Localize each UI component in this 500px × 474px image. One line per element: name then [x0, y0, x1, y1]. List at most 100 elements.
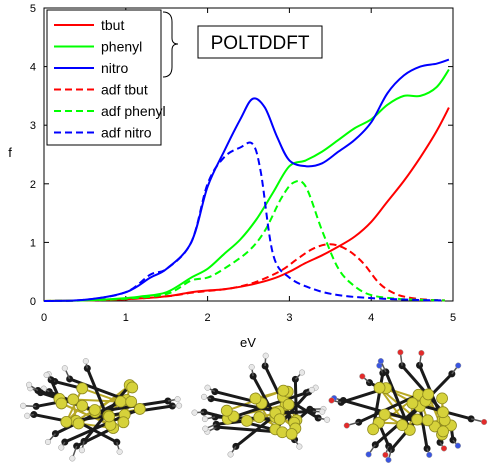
terminal-atom [426, 451, 433, 458]
terminal-atom [116, 448, 123, 455]
terminal-atom [296, 443, 303, 450]
terminal-atom [382, 451, 389, 458]
core-atom [437, 425, 449, 438]
annotation-box [197, 25, 323, 59]
terminal-atom [298, 369, 306, 376]
legend: tbut phenyl nitro adf tbut adf phenyl adf nit… [46, 9, 166, 146]
x-tick-label: 1 [123, 312, 129, 324]
series-line-adf-nitro [43, 141, 445, 302]
series-line-adf-phenyl [43, 179, 445, 302]
core-atom [76, 382, 89, 395]
core-atom [103, 410, 115, 423]
terminal-atom [343, 422, 350, 429]
legend-label: phenyl [101, 39, 142, 55]
series-line-adf-tbut [43, 243, 445, 302]
x-tick-label: 5 [450, 312, 456, 324]
core-atom [378, 408, 391, 421]
legend-label: nitro [101, 60, 128, 76]
terminal-atom [455, 362, 462, 369]
core-atom [133, 403, 146, 415]
ligand-bond [293, 379, 298, 421]
terminal-atom [204, 384, 211, 391]
ligand-bond [54, 400, 122, 435]
core-atom [406, 397, 419, 410]
series-lines [43, 58, 450, 302]
terminal-atom [58, 444, 65, 451]
core-atom [114, 395, 127, 408]
core-atom [285, 428, 298, 440]
terminal-atom [78, 447, 85, 454]
x-tick-label: 3 [286, 312, 292, 324]
legend-label: adf tbut [101, 82, 148, 98]
core-atom [125, 395, 138, 408]
core-atom [220, 404, 233, 417]
annotation-label: POLTDDFT [211, 33, 310, 54]
terminal-atom [248, 364, 255, 371]
molecule-nitro-image [328, 349, 488, 463]
core-atom [421, 414, 434, 427]
terminal-atom [262, 352, 269, 359]
terminal-atom [359, 373, 366, 380]
core-atom [396, 419, 409, 432]
terminal-atom [328, 397, 335, 404]
core-atom [240, 414, 253, 427]
terminal-atom [202, 425, 209, 432]
terminal-atom [397, 349, 404, 356]
terminal-atom [44, 438, 52, 446]
y-tick-label: 3 [30, 120, 36, 132]
core-atom [55, 397, 68, 410]
terminal-atom [377, 358, 384, 365]
ligand-bond [390, 418, 419, 451]
plot-frame [43, 7, 454, 302]
core-atom [253, 411, 266, 424]
ligand-bond [400, 364, 445, 414]
core-atom [273, 413, 286, 426]
core-atom [72, 417, 85, 430]
terminal-atom [24, 412, 31, 419]
core-atom [117, 416, 130, 429]
terminal-atom [308, 386, 315, 393]
y-tick-label: 0 [30, 296, 36, 308]
core-atom [437, 406, 449, 419]
core-bond [61, 402, 111, 426]
series-line-phenyl [43, 68, 450, 302]
terminal-atom [26, 381, 33, 388]
core-atom [373, 381, 386, 394]
molecule-phenyl-image [191, 352, 331, 458]
molecule-tbut-image [20, 358, 183, 462]
terminal-atom [418, 350, 425, 357]
ligand-bond [69, 377, 128, 402]
legend-box [46, 9, 162, 146]
core-atom [282, 398, 295, 411]
core-atom [249, 392, 262, 405]
ligand-bond [418, 406, 429, 449]
terminal-atom [227, 451, 234, 458]
y-tick-label: 4 [30, 62, 36, 74]
terminal-atom [481, 418, 488, 426]
legend-label: tbut [101, 17, 124, 33]
y-tick-label: 5 [30, 3, 36, 15]
core-atom [60, 415, 73, 428]
core-atom [422, 388, 435, 401]
core-atom [277, 384, 290, 397]
terminal-atom [20, 402, 27, 409]
terminal-atom [454, 442, 461, 449]
core-atom [411, 413, 423, 426]
terminal-atom [365, 451, 372, 458]
ligand-bond [210, 397, 280, 413]
terminal-atom [324, 416, 331, 423]
core-atom [126, 381, 139, 394]
terminal-atom [174, 396, 181, 403]
core-atom [367, 423, 380, 436]
legend-label: adf nitro [101, 125, 152, 141]
terminal-atom [385, 456, 392, 463]
core-atom [88, 404, 101, 416]
terminal-atom [82, 358, 89, 365]
terminal-atom [69, 455, 76, 462]
terminal-atom [201, 393, 208, 400]
legend-label: adf phenyl [101, 103, 166, 119]
y-tick-label: 1 [30, 237, 36, 249]
terminal-atom [201, 416, 208, 423]
x-axis-label: eV [240, 335, 256, 350]
